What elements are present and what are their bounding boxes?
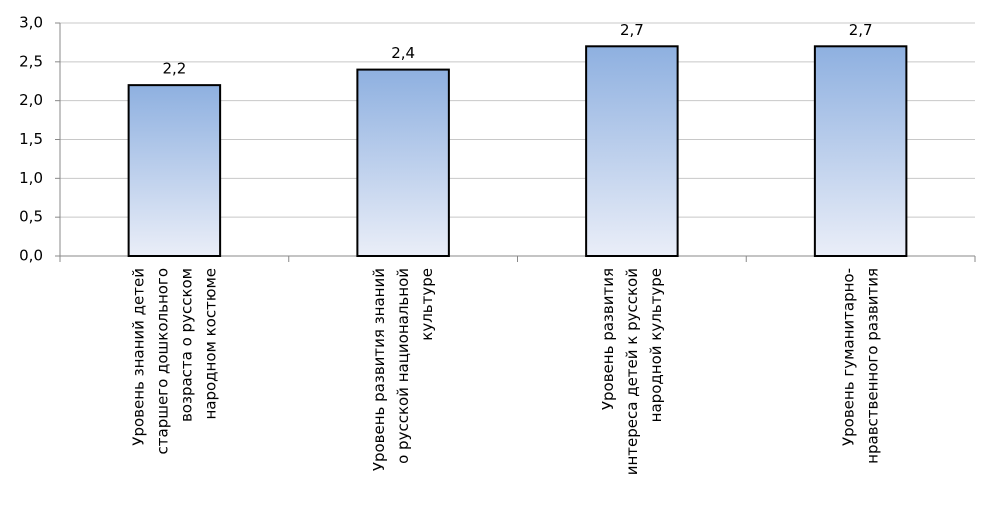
bar [813,45,908,257]
y-tick-label: 1,0 [19,169,43,187]
value-label: 2,2 [162,60,186,78]
y-tick-label: 0,0 [19,247,43,265]
value-label: 2,7 [849,21,873,39]
x-tick-label: Уровень развития интереса детей к русской… [598,268,664,475]
y-tick-label: 2,0 [19,91,43,109]
bar [127,84,222,257]
value-label: 2,7 [620,21,644,39]
x-tick-label: Уровень гуманитарно-нравственного развит… [839,268,881,464]
bar [585,45,679,257]
bar [356,68,450,257]
y-tick-label: 1,5 [19,130,43,148]
y-tick-label: 2,5 [19,52,43,70]
x-tick-label: Уровень знаний детей старшего дошкольного… [129,268,219,454]
y-tick-label: 3,0 [19,14,43,32]
x-tick-label: Уровень развития знаний о русской национа… [370,268,436,471]
value-label: 2,4 [391,44,415,62]
y-tick-label: 0,5 [19,208,43,226]
